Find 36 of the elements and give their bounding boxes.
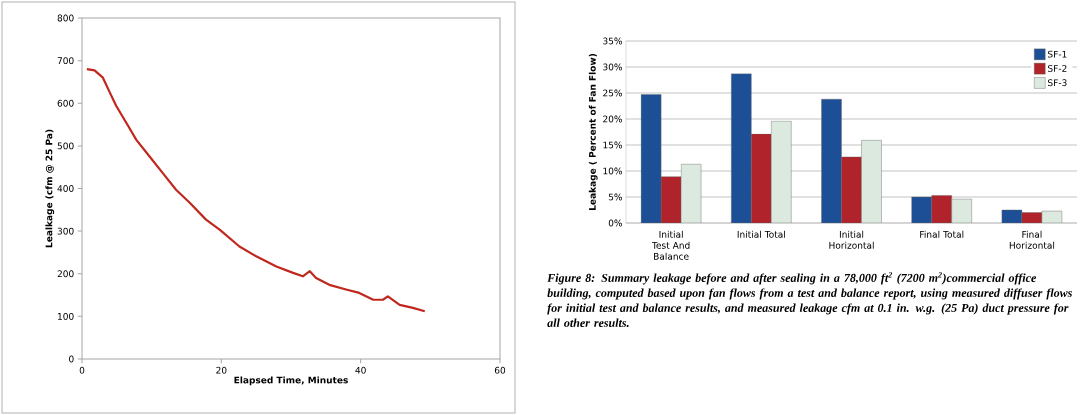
- y-tick-label: 30%: [603, 63, 622, 71]
- x-tick-label: Initial Test And Balance: [651, 230, 690, 260]
- y-tick-label: 700: [57, 57, 74, 65]
- y-tick-label: 35%: [603, 37, 622, 45]
- x-tick-label: Initial Total: [737, 230, 785, 238]
- x-tick-label: 60: [494, 366, 506, 374]
- x-tick-label: Final Total: [920, 230, 964, 238]
- legend-label: SF-1: [1048, 50, 1067, 58]
- legend-label: SF-3: [1048, 79, 1067, 87]
- y-axis-title: Lealkage (cfm @ 25 Pa): [45, 129, 55, 248]
- x-axis-title: Elapsed Time, Minutes: [234, 376, 348, 386]
- y-tick-label: 100: [58, 312, 74, 320]
- y-tick-label: 20%: [603, 115, 622, 123]
- y-tick-label: 400: [57, 185, 74, 192]
- caption: Figure 8: Summary leakage before and after sealing in a 78,000 ft$^{2}$ (7200 m$^{2}$)commercial office building, computed based upon fan flows from a test and balance report, using measured diffuser flows for initial test and balance results, and measured leakage cfm at 0.1 in. w.g. (25 Pa) duct pressure for all other results.: [547, 272, 1072, 328]
- legend-label: SF-2: [1048, 65, 1067, 72]
- y-tick-label: 15%: [603, 141, 622, 149]
- y-tick-label: 600: [57, 99, 74, 107]
- y-tick-label: 500: [57, 142, 74, 150]
- y-tick-label: 25%: [603, 89, 622, 97]
- y-axis-title: Leakage ( Percent of Fan Flow): [588, 53, 598, 210]
- line-series: [85, 68, 426, 313]
- x-tick-label: Final Horizontal: [1009, 230, 1055, 249]
- x-tick-label: Initial Horizontal: [829, 230, 874, 249]
- y-tick-label: 300: [57, 227, 74, 235]
- x-tick-label: 40: [355, 366, 366, 374]
- bar: [861, 140, 882, 223]
- y-tick-label: 0: [69, 355, 74, 363]
- bar: [771, 120, 792, 223]
- y-tick-label: 10%: [603, 167, 622, 175]
- y-tick-label: 200: [57, 270, 74, 278]
- x-tick-label: 0: [79, 366, 85, 374]
- x-tick-label: 20: [216, 366, 227, 374]
- y-tick-label: 800: [57, 14, 74, 22]
- y-tick-label: 5%: [608, 193, 622, 201]
- y-tick-label: 0%: [608, 219, 622, 227]
